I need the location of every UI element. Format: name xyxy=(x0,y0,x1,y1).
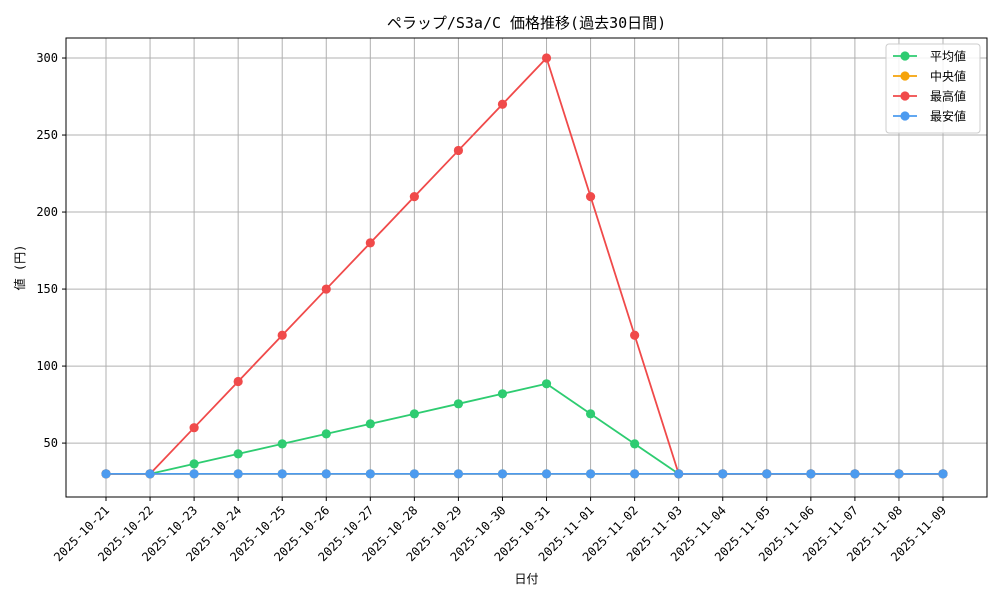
data-point xyxy=(321,284,331,294)
data-point xyxy=(365,469,375,479)
data-point xyxy=(233,449,243,459)
legend-swatch-marker xyxy=(900,51,910,61)
data-point xyxy=(541,53,552,63)
plot-area-frame xyxy=(65,37,988,498)
chart-title: ペラップ/S3a/C 価格推移(過去30日間) xyxy=(387,14,666,32)
y-tick-label: 150 xyxy=(36,282,58,296)
data-point xyxy=(365,238,375,248)
legend-label: 最高値 xyxy=(930,89,966,104)
y-tick-label: 250 xyxy=(36,128,58,142)
data-point xyxy=(630,439,640,449)
data-point xyxy=(365,419,375,429)
data-point xyxy=(409,409,419,419)
data-point xyxy=(453,469,464,479)
data-point xyxy=(806,469,816,479)
data-point xyxy=(674,469,684,479)
data-point xyxy=(189,459,199,469)
series-3 xyxy=(101,469,948,479)
data-point xyxy=(101,469,111,479)
legend-entry-3: 最安値 xyxy=(893,109,966,124)
legend-label: 最安値 xyxy=(930,109,966,124)
data-point xyxy=(541,469,552,479)
x-axis-label: 日付 xyxy=(514,572,538,586)
data-point xyxy=(277,439,287,449)
legend-swatch-marker xyxy=(900,91,910,101)
data-point xyxy=(145,469,155,479)
data-point xyxy=(541,379,552,389)
data-point xyxy=(497,389,508,399)
data-point xyxy=(894,469,904,479)
legend-box xyxy=(885,43,981,134)
y-tick-label: 50 xyxy=(44,436,58,450)
data-point xyxy=(277,469,287,479)
data-point xyxy=(453,145,464,156)
data-point xyxy=(630,469,640,479)
data-point xyxy=(630,330,640,340)
data-point xyxy=(189,423,199,433)
data-point xyxy=(409,192,419,202)
data-point xyxy=(409,469,419,479)
data-point xyxy=(718,469,728,479)
legend-label: 平均値 xyxy=(930,49,966,64)
data-point xyxy=(321,429,331,439)
data-point xyxy=(189,469,199,479)
legend-label: 中央値 xyxy=(930,69,966,84)
data-point xyxy=(497,99,508,109)
y-tick-label: 300 xyxy=(36,51,58,65)
y-axis-label: 値 (円) xyxy=(12,245,27,291)
legend-swatch-marker xyxy=(900,111,910,121)
y-tick-label: 100 xyxy=(36,359,58,373)
data-point xyxy=(233,376,243,387)
data-point xyxy=(585,409,596,419)
data-point xyxy=(850,469,860,479)
data-point xyxy=(762,469,772,479)
data-point xyxy=(585,469,596,479)
data-point xyxy=(453,399,464,409)
legend-swatch-marker xyxy=(900,71,910,81)
data-point xyxy=(277,330,287,340)
series-layer xyxy=(101,53,948,479)
data-point xyxy=(233,469,243,479)
grid xyxy=(66,38,987,497)
legend-entry-1: 中央値 xyxy=(893,69,966,84)
legend-entry-0: 平均値 xyxy=(893,49,966,64)
legend-entry-2: 最高値 xyxy=(893,89,966,104)
data-point xyxy=(938,469,948,479)
data-point xyxy=(497,469,508,479)
data-point xyxy=(321,469,331,479)
data-point xyxy=(585,192,596,202)
y-tick-label: 200 xyxy=(36,205,58,219)
